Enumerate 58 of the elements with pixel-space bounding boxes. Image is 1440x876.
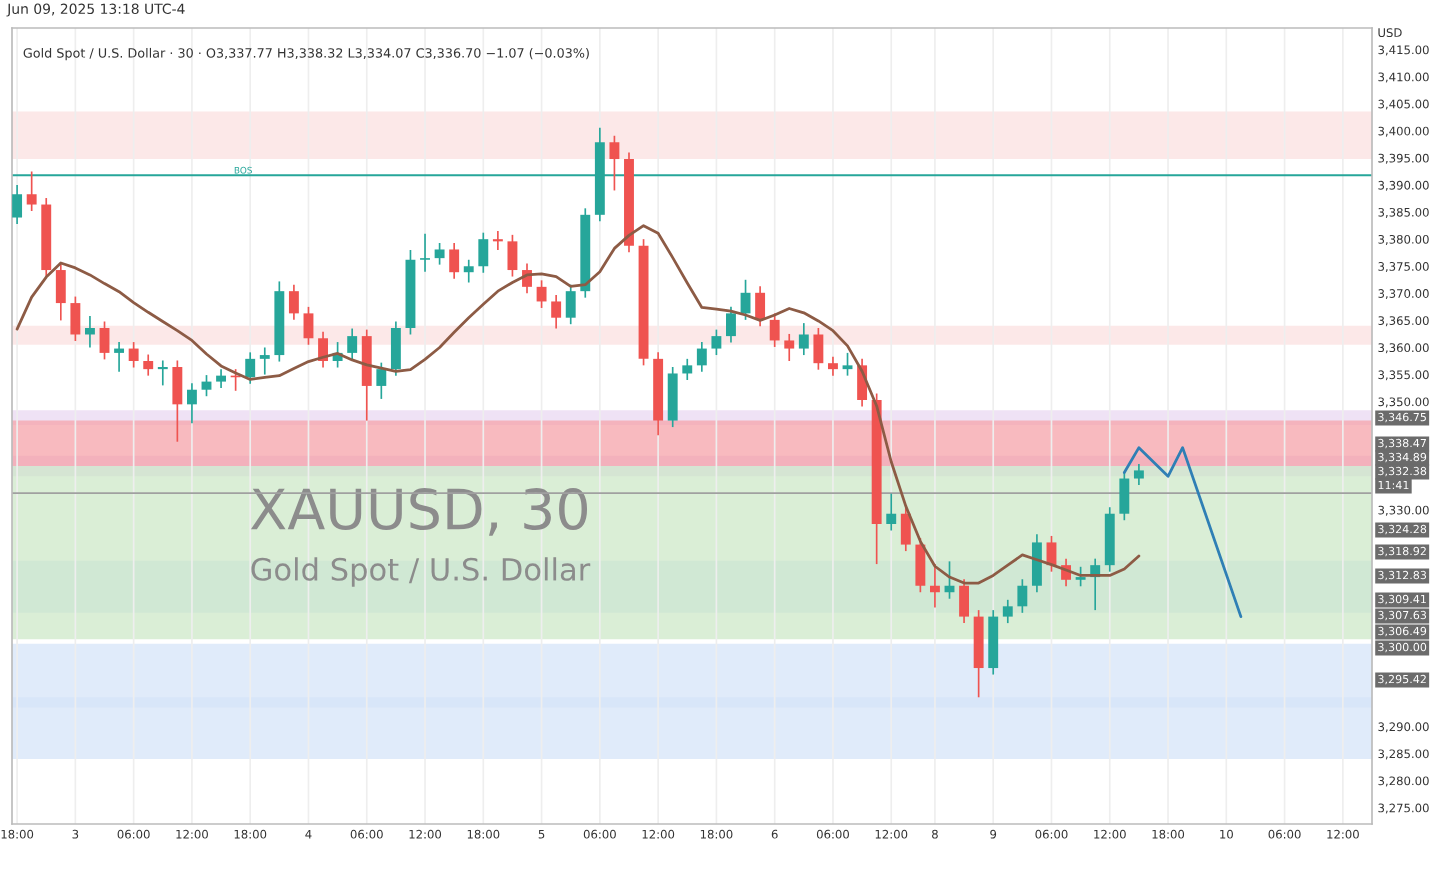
candlestick bbox=[813, 327, 824, 371]
candlestick bbox=[798, 322, 809, 356]
candlestick bbox=[769, 312, 780, 348]
candlestick bbox=[959, 578, 970, 624]
candlestick bbox=[1002, 598, 1013, 624]
candlestick bbox=[318, 330, 328, 369]
candlestick bbox=[26, 170, 37, 212]
candlestick bbox=[390, 320, 401, 377]
candlestick bbox=[886, 492, 897, 532]
candlestick bbox=[929, 563, 940, 609]
candlestick bbox=[842, 352, 853, 377]
candlestick bbox=[1133, 463, 1144, 486]
candlestick bbox=[478, 231, 489, 274]
candlestick bbox=[114, 341, 125, 373]
candlestick bbox=[70, 295, 81, 342]
candlestick bbox=[376, 361, 387, 400]
candlestick bbox=[536, 279, 547, 309]
candlestick bbox=[99, 320, 110, 361]
candlestick bbox=[696, 341, 707, 373]
candlestick bbox=[245, 351, 256, 385]
candlestick bbox=[463, 258, 474, 284]
candlestick bbox=[420, 232, 430, 273]
candlestick bbox=[755, 285, 766, 328]
candlestick bbox=[828, 355, 838, 377]
candlestick bbox=[84, 315, 95, 349]
candlestick bbox=[1119, 471, 1130, 522]
candlestick bbox=[434, 242, 445, 266]
candlestick bbox=[784, 333, 795, 362]
candlestick bbox=[259, 346, 270, 376]
candlestick bbox=[449, 242, 460, 280]
candlestick bbox=[682, 358, 693, 381]
candlestick bbox=[303, 306, 314, 346]
candlestick bbox=[551, 294, 562, 330]
candlestick bbox=[507, 234, 518, 278]
candlestick bbox=[172, 359, 183, 443]
candlestick bbox=[157, 359, 168, 387]
annotation: Gold Spot / U.S. Dollar bbox=[251, 557, 591, 587]
candlestick bbox=[12, 184, 23, 225]
candlestick bbox=[143, 353, 154, 377]
annotation: XAUUSD, 30 bbox=[250, 488, 588, 536]
candlestick bbox=[128, 341, 139, 369]
candlestick bbox=[55, 262, 66, 322]
candlestick bbox=[216, 368, 227, 389]
candlestick bbox=[201, 374, 212, 398]
candlestick bbox=[492, 230, 503, 251]
candlestick bbox=[186, 382, 197, 425]
candlestick bbox=[565, 283, 576, 326]
candlestick bbox=[609, 134, 620, 192]
candlestick bbox=[900, 506, 911, 552]
candlestick bbox=[347, 327, 358, 361]
candlestick bbox=[667, 366, 678, 428]
candlestick bbox=[1017, 578, 1028, 614]
candlestick bbox=[1031, 533, 1042, 594]
candlestick bbox=[726, 306, 736, 344]
candlestick bbox=[1075, 565, 1086, 588]
candlestick bbox=[711, 328, 722, 356]
line-series bbox=[1122, 446, 1243, 618]
candlestick bbox=[288, 283, 299, 321]
